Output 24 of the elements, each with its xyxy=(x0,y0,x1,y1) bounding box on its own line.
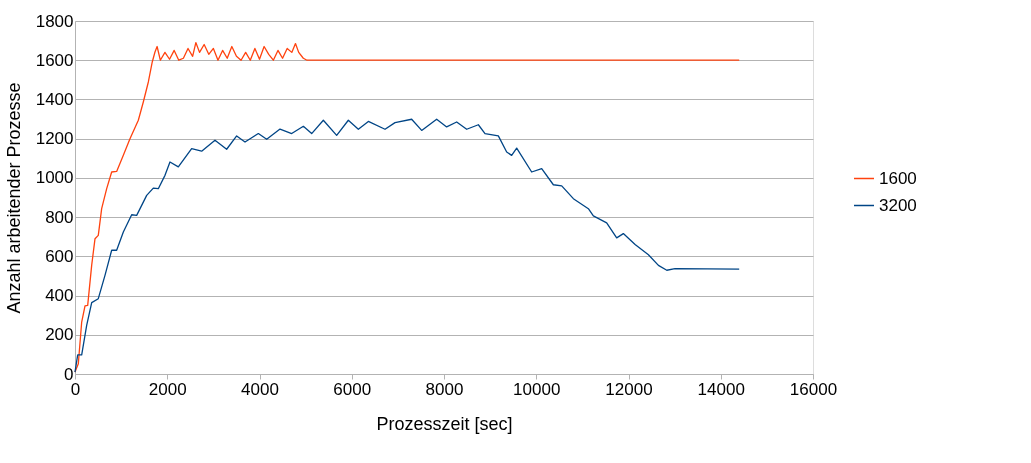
y-tick-label: 800 xyxy=(45,207,74,227)
legend-label: 1600 xyxy=(879,168,917,188)
y-axis-title: Anzahl arbeitender Prozesse xyxy=(3,82,24,314)
y-tick-label: 600 xyxy=(45,246,74,266)
y-tick-label: 400 xyxy=(45,286,74,306)
x-tick-label: 14000 xyxy=(697,379,745,399)
x-tick-label: 8000 xyxy=(425,379,464,399)
legend-label: 3200 xyxy=(879,195,917,215)
x-tick-label: 12000 xyxy=(605,379,653,399)
y-tick-label: 1600 xyxy=(35,50,74,70)
y-tick-label: 200 xyxy=(45,325,74,345)
x-axis-title: Prozesszeit [sec] xyxy=(376,413,513,434)
y-tick-label: 1000 xyxy=(35,168,74,188)
x-tick-label: 6000 xyxy=(333,379,372,399)
x-tick-label: 16000 xyxy=(789,379,838,399)
y-tick-label: 0 xyxy=(64,364,74,384)
y-tick-label: 1400 xyxy=(35,89,74,109)
line-series xyxy=(74,41,740,373)
y-tick-label: 1200 xyxy=(35,129,74,149)
line-series xyxy=(74,118,740,373)
y-tick-label: 1800 xyxy=(35,11,74,31)
x-tick-label: 2000 xyxy=(148,379,187,399)
x-tick-label: 4000 xyxy=(241,379,279,399)
x-tick-label: 10000 xyxy=(513,379,561,399)
